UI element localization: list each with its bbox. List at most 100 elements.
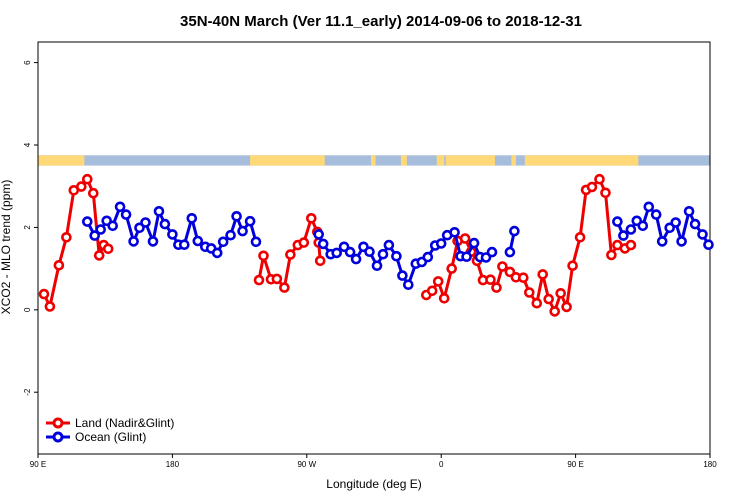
data-point bbox=[217, 236, 229, 248]
x-tick-label: 180 bbox=[703, 460, 717, 469]
y-axis-label: XCO2 - MLO trend (ppm) bbox=[0, 180, 13, 315]
data-point bbox=[504, 246, 516, 258]
data-point bbox=[426, 285, 438, 297]
data-point bbox=[350, 253, 362, 265]
data-point bbox=[159, 218, 171, 230]
data-point bbox=[128, 236, 139, 247]
data-point bbox=[147, 236, 159, 247]
data-point bbox=[625, 239, 637, 251]
x-axis: 90 E 180 90 W 0 90 E 180 bbox=[30, 454, 717, 469]
data-point bbox=[618, 230, 629, 241]
data-point bbox=[637, 220, 649, 232]
data-point bbox=[543, 293, 555, 305]
data-point bbox=[676, 236, 687, 247]
y-tick-label: -2 bbox=[23, 388, 32, 396]
y-tick-label: 2 bbox=[23, 225, 32, 230]
y-tick-label: 4 bbox=[23, 142, 32, 147]
data-point bbox=[549, 306, 561, 317]
data-point bbox=[313, 229, 325, 240]
data-point bbox=[435, 238, 447, 249]
data-point bbox=[140, 217, 151, 228]
data-point bbox=[76, 181, 87, 192]
data-point bbox=[689, 218, 701, 230]
data-point bbox=[486, 246, 498, 258]
legend: Land (Nadir&Glint) Ocean (Glint) bbox=[46, 416, 174, 444]
data-point bbox=[391, 250, 402, 262]
land-strip-segment bbox=[38, 155, 85, 166]
data-point bbox=[703, 239, 714, 250]
data-point bbox=[670, 217, 682, 228]
data-point bbox=[153, 206, 165, 217]
data-point bbox=[107, 220, 118, 232]
data-point bbox=[612, 216, 623, 227]
data-point bbox=[82, 216, 93, 227]
data-point bbox=[402, 279, 414, 291]
data-point bbox=[225, 229, 236, 241]
y-tick-label: 6 bbox=[23, 60, 32, 65]
data-point bbox=[89, 230, 100, 241]
data-point bbox=[594, 173, 605, 185]
data-point bbox=[446, 263, 458, 274]
data-point bbox=[432, 276, 444, 287]
series-line bbox=[257, 216, 319, 290]
data-point bbox=[88, 187, 99, 199]
land-strip-segment bbox=[445, 155, 495, 166]
data-point bbox=[517, 272, 529, 284]
data-point bbox=[656, 236, 668, 247]
data-point bbox=[120, 209, 132, 220]
data-point bbox=[625, 224, 637, 235]
data-point bbox=[179, 239, 190, 250]
data-point bbox=[697, 229, 708, 240]
data-point bbox=[53, 259, 65, 271]
data-point bbox=[271, 273, 283, 285]
legend-ocean-marker bbox=[52, 431, 64, 443]
data-point bbox=[305, 213, 317, 224]
legend-ocean-label: Ocean (Glint) bbox=[75, 430, 146, 444]
data-point bbox=[523, 287, 535, 298]
land-strip-segment bbox=[511, 155, 516, 166]
y-tick-label: 0 bbox=[23, 307, 32, 312]
data-point bbox=[449, 227, 460, 238]
data-point bbox=[82, 173, 93, 185]
x-tick-label: 90 E bbox=[567, 460, 583, 469]
data-point bbox=[258, 250, 269, 262]
data-point bbox=[186, 213, 198, 224]
x-tick-label: 90 E bbox=[30, 460, 46, 469]
legend-entry-ocean: Ocean (Glint) bbox=[46, 430, 146, 444]
data-point bbox=[102, 243, 114, 255]
series-layer bbox=[38, 173, 714, 317]
land-strip-segment bbox=[371, 155, 376, 166]
data-point bbox=[371, 260, 383, 272]
legend-land-marker bbox=[52, 417, 64, 429]
data-point bbox=[537, 269, 549, 280]
data-point bbox=[38, 288, 50, 300]
land-ocean-strip bbox=[38, 155, 710, 166]
data-point bbox=[250, 236, 262, 248]
series-ocean bbox=[82, 201, 714, 291]
data-point bbox=[461, 251, 472, 263]
data-point bbox=[167, 229, 178, 240]
data-point bbox=[383, 239, 395, 251]
data-point bbox=[491, 282, 502, 293]
data-point bbox=[285, 249, 296, 260]
data-point bbox=[331, 247, 343, 259]
data-point bbox=[61, 232, 72, 243]
data-point bbox=[377, 248, 389, 260]
land-strip-segment bbox=[436, 155, 445, 166]
series-land bbox=[38, 173, 637, 317]
legend-entry-land: Land (Nadir&Glint) bbox=[46, 416, 174, 430]
data-point bbox=[650, 209, 662, 220]
legend-land-label: Land (Nadir&Glint) bbox=[75, 416, 174, 430]
data-point bbox=[317, 238, 329, 250]
y-axis: -2 0 2 4 6 bbox=[23, 60, 38, 396]
data-point bbox=[192, 235, 204, 247]
land-strip-segment bbox=[524, 155, 639, 166]
data-point bbox=[114, 201, 126, 213]
x-tick-label: 180 bbox=[166, 460, 180, 469]
data-point bbox=[643, 201, 655, 213]
data-point bbox=[683, 206, 695, 217]
data-point bbox=[459, 233, 471, 244]
data-point bbox=[422, 251, 434, 263]
data-point bbox=[397, 270, 408, 281]
